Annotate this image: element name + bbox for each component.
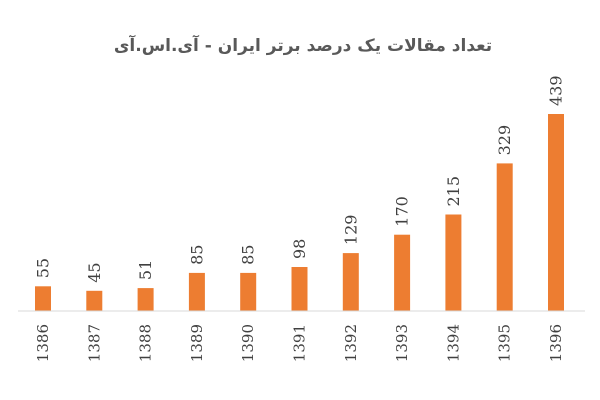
data-label-1386: 55 — [34, 258, 53, 278]
data-label-1389: 85 — [187, 245, 206, 265]
x-tick-label-1393: 1393 — [393, 324, 411, 362]
chart-title: تعداد مقالات یک درصد برتر ایران - آی.اس.… — [114, 34, 492, 56]
x-tick-label-1395: 1395 — [496, 324, 514, 362]
x-tick-label-1387: 1387 — [85, 324, 103, 362]
x-tick-label-1390: 1390 — [239, 324, 257, 362]
data-label-1396: 439 — [547, 75, 566, 106]
bar-1390 — [240, 272, 257, 311]
data-label-1390: 85 — [239, 245, 258, 265]
bar-1392 — [342, 253, 359, 311]
x-tick-label-1389: 1389 — [188, 324, 206, 362]
bar-1386 — [35, 286, 51, 311]
bar-1395 — [496, 163, 513, 311]
x-tick-label-1388: 1388 — [137, 324, 155, 362]
bars-layer — [35, 114, 564, 311]
x-tick-label-1391: 1391 — [291, 324, 309, 362]
bar-1388 — [137, 288, 154, 311]
data-label-1391: 98 — [290, 239, 309, 259]
bar-1391 — [291, 267, 308, 311]
x-tick-label-1392: 1392 — [342, 324, 360, 362]
bar-1394 — [445, 214, 462, 311]
bar-1393 — [394, 234, 411, 311]
bar-1387 — [86, 290, 103, 311]
x-tick-label-1396: 1396 — [547, 324, 565, 362]
x-tick-label-1394: 1394 — [444, 324, 462, 362]
bar-1396 — [548, 114, 564, 311]
x-tick-label-1386: 1386 — [34, 324, 52, 362]
data-label-1394: 215 — [444, 176, 463, 207]
data-label-1387: 45 — [85, 262, 104, 282]
data-labels-layer: 55 45 51 85 85 98 129 170 215 329 439 — [34, 75, 566, 282]
data-label-1392: 129 — [341, 215, 360, 246]
data-label-1388: 51 — [136, 260, 155, 280]
data-label-1393: 170 — [393, 196, 412, 227]
bar-1389 — [188, 272, 205, 311]
data-label-1395: 329 — [495, 125, 514, 156]
x-tick-labels-layer: 1386 1387 1388 1389 1390 1391 1392 1393 1394 1395… — [34, 324, 565, 362]
